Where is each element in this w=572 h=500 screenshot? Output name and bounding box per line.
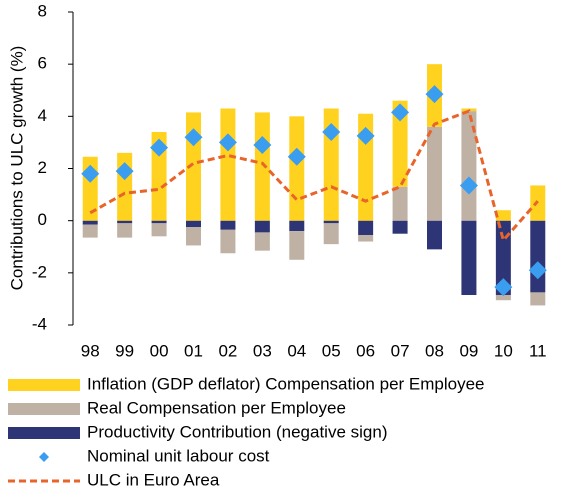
y-tick-label: 8 [38,1,47,20]
bar [461,111,477,221]
bar [392,100,408,187]
bar [254,220,270,233]
x-tick-label: 07 [391,341,410,360]
legend-swatch [8,427,80,439]
bar [82,220,98,225]
line [89,109,539,244]
legend-swatch [8,403,80,415]
marker [287,147,306,166]
marker [494,278,513,297]
bar [495,220,511,296]
bar [392,186,408,221]
bar [117,223,133,238]
bar [82,224,98,238]
bar [358,220,374,236]
legend-label: Nominal unit labour cost [87,446,270,465]
legend-label: Productivity Contribution (negative sign… [87,422,387,441]
marker [322,122,341,141]
bar [427,220,442,250]
bar [254,112,270,221]
marker [115,162,134,181]
bar [289,231,305,260]
marker [528,261,547,280]
bar [220,108,236,221]
legend-label: Real Compensation per Employee [87,398,346,417]
bar [289,220,305,232]
x-tick-label: 06 [356,341,375,360]
marker [81,164,100,183]
legend-swatch [39,452,49,462]
marker [459,176,478,195]
marker [150,138,169,157]
legend-swatch [8,379,80,391]
marker [356,126,375,145]
bar [427,126,442,221]
bar [323,220,339,224]
legend-label: Inflation (GDP deflator) Compensation pe… [87,374,485,393]
x-tick-label: 01 [184,341,203,360]
bar [151,223,167,237]
bar [186,220,201,228]
x-tick-label: 03 [253,341,272,360]
bar [254,232,270,251]
marker [425,85,444,104]
x-tick-label: 05 [322,341,341,360]
x-tick-label: 09 [459,341,478,360]
x-tick-label: 00 [150,341,169,360]
x-tick-label: 10 [494,341,513,360]
x-tick-label: 08 [425,341,444,360]
marker [218,133,237,152]
bar [117,220,133,224]
bar [358,235,374,242]
bar [220,229,236,254]
bar [392,220,408,234]
y-tick-label: -2 [32,262,47,281]
y-axis-label: Contributions to ULC growth (%) [7,46,26,291]
bar [289,116,305,221]
bar [530,220,546,293]
y-tick-label: 6 [38,54,47,73]
y-tick-label: 0 [38,210,47,229]
marker [253,136,272,155]
x-tick-label: 11 [529,341,547,360]
x-tick-label: 04 [287,341,306,360]
y-tick-label: 2 [38,158,47,177]
bar [323,223,339,245]
bar [151,131,167,221]
y-tick-label: -4 [32,314,47,333]
bar [495,210,511,221]
bar [495,295,511,301]
bar [151,220,167,224]
marker [184,128,203,147]
bar [186,227,201,246]
x-tick-label: 02 [218,341,237,360]
x-tick-label: 99 [115,341,134,360]
bar [461,220,477,296]
x-tick-label: 98 [81,341,100,360]
bar [220,220,236,230]
bar [530,292,546,306]
legend-label: ULC in Euro Area [87,470,220,489]
marker [391,103,410,122]
y-tick-label: 4 [38,106,47,125]
